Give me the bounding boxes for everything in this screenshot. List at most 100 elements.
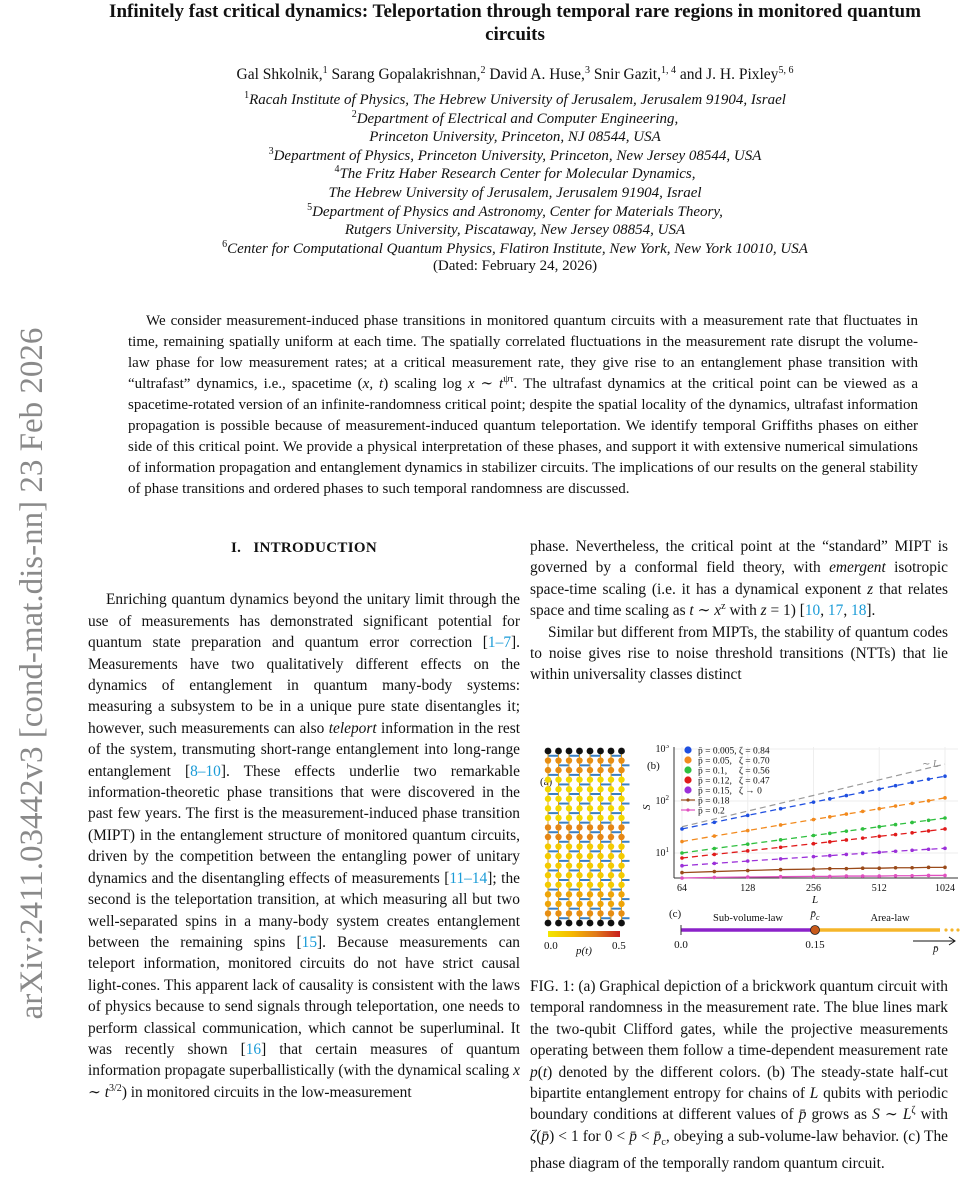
- text-run: ∼: [879, 1106, 903, 1124]
- measurement-dot: [618, 814, 625, 822]
- text-run: We consider measurement-induced phase tr…: [128, 313, 918, 392]
- affiliation-marker: 2: [480, 64, 486, 76]
- measurement-dot: [555, 891, 562, 898]
- data-point: [943, 774, 947, 778]
- phase-label-area-law: Area-law: [870, 913, 909, 924]
- math-symbol: x: [714, 602, 722, 620]
- data-point: [680, 827, 684, 831]
- data-point: [860, 809, 865, 814]
- measurement-dot: [586, 824, 594, 831]
- measurement-dot: [565, 786, 573, 793]
- text-run: (: [536, 1127, 542, 1145]
- data-point: [860, 827, 865, 831]
- measurement-dot: [618, 881, 625, 888]
- affiliation-line: 2Department of Electrical and Computer E…: [80, 109, 950, 129]
- citation-link[interactable]: 1–7: [487, 634, 512, 652]
- data-point: [811, 867, 816, 871]
- data-point: [877, 874, 882, 878]
- math-symbol: p̄: [629, 1127, 637, 1145]
- data-point: [844, 838, 849, 842]
- affiliation-marker: 1, 4: [660, 64, 676, 76]
- data-point: [943, 816, 947, 820]
- measurement-dot: [555, 872, 562, 879]
- measurement-dot: [618, 805, 625, 812]
- data-point: [893, 822, 898, 827]
- measurement-dot: [565, 805, 573, 812]
- text-run: information in the rest of the system, t…: [88, 719, 520, 780]
- measurement-dot: [597, 757, 604, 764]
- qubit-boundary-dot: [555, 747, 562, 755]
- citation-link[interactable]: 10: [804, 602, 821, 620]
- measurement-dot: [586, 910, 594, 917]
- affiliation-marker: 3: [584, 64, 590, 76]
- text-run: with: [725, 602, 761, 620]
- legend-entry: p̄ = 0.005, ζ = 0.84: [698, 746, 770, 757]
- data-point: [877, 787, 882, 791]
- measurement-dot: [555, 862, 562, 869]
- measurement-dot: [576, 891, 583, 898]
- reference-line-label: ∼ L: [922, 759, 939, 770]
- affiliation-line: 3Department of Physics, Princeton Univer…: [80, 146, 950, 166]
- superscript: ψτ: [503, 374, 514, 385]
- data-point: [680, 870, 684, 875]
- citation-link[interactable]: 8–10: [190, 762, 221, 780]
- measurement-dot: [618, 843, 625, 850]
- citation-link[interactable]: 18: [851, 602, 867, 620]
- qubit-boundary-dot: [544, 919, 552, 927]
- data-point: [811, 817, 816, 822]
- affiliation-number: 1: [244, 90, 250, 101]
- measurement-dot: [544, 891, 552, 898]
- measurement-dot: [555, 843, 562, 850]
- data-point: [844, 793, 849, 798]
- legend-entry: p̄ = 0.1, ζ = 0.56: [698, 766, 770, 777]
- data-point: [828, 853, 832, 858]
- measurement-dot: [586, 833, 594, 841]
- author-name: and J. H. Pixley: [675, 66, 779, 83]
- affiliation-text: Center for Computational Quantum Physics…: [227, 240, 808, 257]
- measurement-dot: [576, 862, 583, 869]
- math-symbol: ζ: [530, 1127, 537, 1145]
- data-point: [811, 874, 816, 879]
- data-point: [877, 866, 882, 871]
- data-point: [712, 852, 717, 857]
- citation-link[interactable]: 17: [827, 602, 844, 620]
- data-point: [860, 851, 865, 856]
- measurement-dot: [607, 824, 615, 831]
- superscript: 3/2: [109, 1082, 122, 1094]
- qubit-boundary-dot: [618, 747, 625, 755]
- data-point: [844, 866, 849, 871]
- measurement-dot: [576, 805, 583, 812]
- data-point: [943, 796, 947, 800]
- superscript: ζ: [911, 1105, 916, 1117]
- measurement-dot: [555, 852, 562, 860]
- measurement-dot: [586, 872, 594, 879]
- measurement-dot: [544, 881, 552, 888]
- data-point: [910, 873, 914, 878]
- measurement-dot: [586, 852, 594, 860]
- body-paragraph: phase. Nevertheless, the critical point …: [530, 536, 948, 622]
- measurement-dot: [586, 795, 594, 802]
- qubit-boundary-dot: [607, 747, 615, 755]
- measurement-dot: [576, 776, 583, 783]
- qubit-boundary-dot: [586, 747, 594, 755]
- data-point: [910, 801, 914, 806]
- text-run: ] that certain measures of quantum infor…: [88, 1040, 520, 1080]
- measurement-dot: [607, 910, 615, 917]
- math-symbol: t: [104, 1083, 110, 1101]
- citation-link[interactable]: 16: [245, 1040, 262, 1058]
- measurement-dot: [597, 766, 604, 774]
- math-symbol: S: [872, 1106, 880, 1124]
- tick-label: 0.15: [805, 939, 825, 951]
- legend-entry: p̄ = 0.18: [698, 796, 730, 806]
- affiliation-line: Rutgers University, Piscataway, New Jers…: [80, 221, 950, 240]
- citation-link[interactable]: 11–14: [449, 869, 488, 887]
- measurement-dot: [544, 843, 552, 850]
- data-point: [745, 828, 750, 833]
- measurement-dot: [544, 766, 552, 774]
- text-run: grows as: [806, 1106, 873, 1124]
- data-point: [910, 848, 914, 853]
- citation-link[interactable]: 15: [301, 933, 318, 951]
- measurement-dot: [618, 766, 625, 774]
- measurement-dot: [555, 786, 562, 793]
- text-run: qubits with periodic boundary conditions…: [530, 1085, 948, 1124]
